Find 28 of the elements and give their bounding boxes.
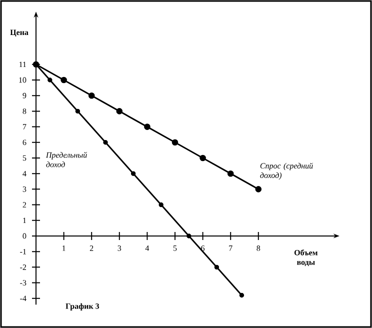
y-tick-label: 2 <box>22 202 26 208</box>
y-tick-label: 3 <box>22 186 26 192</box>
y-tick-label: 9 <box>22 92 26 98</box>
y-tick-label: -3 <box>20 280 26 286</box>
y-tick-label: -4 <box>20 296 26 302</box>
y-tick-label: -2 <box>20 264 26 270</box>
x-tick-label: 5 <box>173 246 177 251</box>
y-axis-title: Цена <box>10 30 28 37</box>
x-axis-title: Объем воды <box>294 250 318 266</box>
x-tick-label: 4 <box>145 246 150 251</box>
text: Предельный доход <box>46 152 88 168</box>
y-tick-label: 7 <box>23 124 26 130</box>
y-tick-label: 5 <box>22 155 26 161</box>
annotation: График 3 <box>66 303 100 310</box>
y-tick-label: 1 <box>23 218 26 224</box>
y-tick-label: -1 <box>20 248 26 254</box>
x-tick-label: 1 <box>62 246 66 251</box>
x-tick-label: 3 <box>118 246 122 251</box>
x-tick-label: 7 <box>229 246 232 251</box>
y-tick-label: 0 <box>22 233 26 239</box>
y-tick-label: 6 <box>22 140 26 146</box>
y-tick-label: 11 <box>19 62 26 68</box>
x-tick-label: 2 <box>90 246 94 251</box>
series-label: Спрос (средний доход) <box>260 162 313 180</box>
y-tick-label: 4 <box>22 170 26 176</box>
x-tick-label: 8 <box>256 246 260 251</box>
y-tick-label: 8 <box>22 108 26 114</box>
y-tick-label: 10 <box>19 77 26 83</box>
